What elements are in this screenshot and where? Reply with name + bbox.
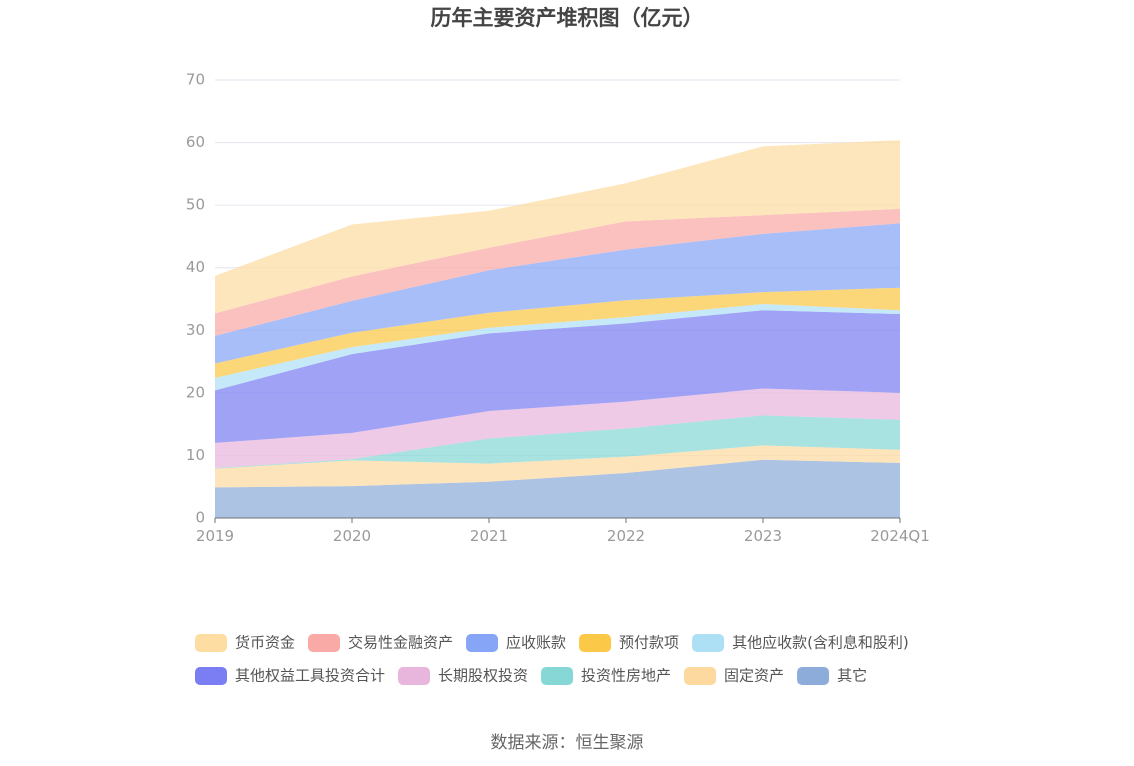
- x-tick-label: 2019: [196, 527, 234, 545]
- legend-swatch: [684, 667, 717, 685]
- legend-label: 投资性房地产: [581, 667, 671, 685]
- legend-label: 其他应收款(含利息和股利): [732, 634, 909, 652]
- x-tick-label: 2024Q1: [870, 527, 930, 545]
- y-tick-label: 70: [186, 71, 205, 89]
- x-tick-label: 2020: [333, 527, 371, 545]
- data-source-note: 数据来源：恒生聚源: [490, 733, 644, 753]
- legend-item[interactable]: 长期股权投资: [398, 667, 528, 686]
- legend-label: 货币资金: [235, 634, 295, 652]
- legend-item[interactable]: 其他权益工具投资合计: [195, 667, 385, 686]
- legend-label: 预付款项: [619, 634, 679, 652]
- legend-item[interactable]: 应收账款: [466, 634, 566, 653]
- area-series-4: [215, 310, 900, 443]
- legend-swatch: [692, 634, 725, 652]
- legend-item[interactable]: 交易性金融资产: [308, 634, 453, 653]
- legend-item[interactable]: 固定资产: [684, 667, 784, 686]
- x-tick-label: 2022: [607, 527, 645, 545]
- legend-item[interactable]: 投资性房地产: [541, 667, 671, 686]
- legend-swatch: [195, 667, 227, 685]
- axes: 0 10 20 30 40 50 60 70 2019 2020 2021 2022 2023 2024Q…: [186, 71, 930, 546]
- area-series-2: [215, 415, 900, 469]
- y-tick-label: 60: [186, 133, 205, 151]
- legend-swatch: [797, 667, 830, 685]
- area-series-1: [215, 445, 900, 488]
- legend-item[interactable]: 货币资金: [195, 634, 295, 653]
- x-tick-label: 2023: [744, 527, 782, 545]
- chart-title: 历年主要资产堆积图（亿元）: [430, 6, 704, 30]
- legend-label: 其他权益工具投资合计: [235, 667, 385, 685]
- y-tick-label: 20: [186, 383, 205, 401]
- legend-swatch: [579, 634, 612, 652]
- legend-item[interactable]: 其它: [797, 667, 867, 686]
- y-tick-label: 10: [186, 446, 205, 464]
- x-tick-label: 2021: [470, 527, 508, 545]
- legend-item[interactable]: 预付款项: [579, 634, 679, 653]
- area-series-9: [215, 140, 900, 314]
- y-tick-label: 40: [186, 258, 205, 276]
- legend-label: 交易性金融资产: [348, 634, 453, 652]
- legend-swatch: [541, 667, 574, 685]
- area-series: [215, 140, 900, 518]
- legend-swatch: [195, 634, 227, 652]
- y-tick-label: 30: [186, 321, 205, 339]
- legend[interactable]: 货币资金 交易性金融资产 应收账款 预付款项 其他应收款(含利息和股利) 其他权益工具投资…: [195, 634, 909, 686]
- legend-label: 其它: [837, 667, 867, 685]
- area-series-7: [215, 223, 900, 364]
- y-tick-label: 0: [195, 509, 205, 527]
- legend-label: 固定资产: [724, 667, 784, 685]
- legend-item[interactable]: 其他应收款(含利息和股利): [692, 634, 909, 653]
- area-series-0: [215, 459, 900, 518]
- legend-swatch: [466, 634, 499, 652]
- legend-label: 应收账款: [506, 634, 566, 652]
- area-series-3: [215, 388, 900, 468]
- area-series-8: [215, 208, 900, 336]
- legend-swatch: [308, 634, 341, 652]
- legend-swatch: [398, 667, 431, 685]
- y-tick-label: 50: [186, 196, 205, 214]
- legend-label: 长期股权投资: [438, 667, 528, 685]
